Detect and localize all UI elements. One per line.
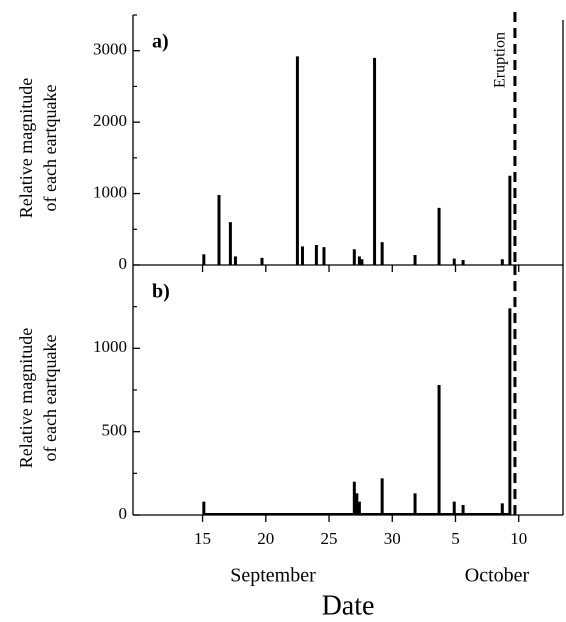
y-tick-label: 3000 (93, 40, 127, 59)
y-axis-label: of each eartquake (40, 85, 60, 212)
y-tick-label: 0 (119, 504, 128, 523)
y-tick-label: 2000 (93, 111, 127, 130)
y-axis-label: Relative magnitude (16, 78, 36, 218)
x-axis-label: Date (322, 590, 375, 621)
y-tick-label: 0 (119, 254, 128, 273)
x-tick-label: 20 (257, 529, 274, 548)
month-label: October (465, 565, 530, 587)
panel-label: b) (152, 281, 170, 303)
eruption-label: Eruption (492, 32, 509, 88)
y-tick-label: 1000 (93, 337, 127, 356)
x-tick-label: 10 (510, 529, 527, 548)
y-tick-label: 500 (102, 421, 128, 440)
y-axis-label: Relative magnitude (16, 328, 36, 468)
y-tick-label: 1000 (93, 182, 127, 201)
panel-label: a) (152, 31, 169, 53)
x-tick-label: 15 (194, 529, 211, 548)
month-label: September (230, 565, 316, 587)
x-tick-label: 30 (384, 529, 401, 548)
x-tick-label: 25 (321, 529, 338, 548)
y-axis-label: of each eartquake (40, 335, 60, 462)
x-tick-label: 5 (451, 529, 460, 548)
